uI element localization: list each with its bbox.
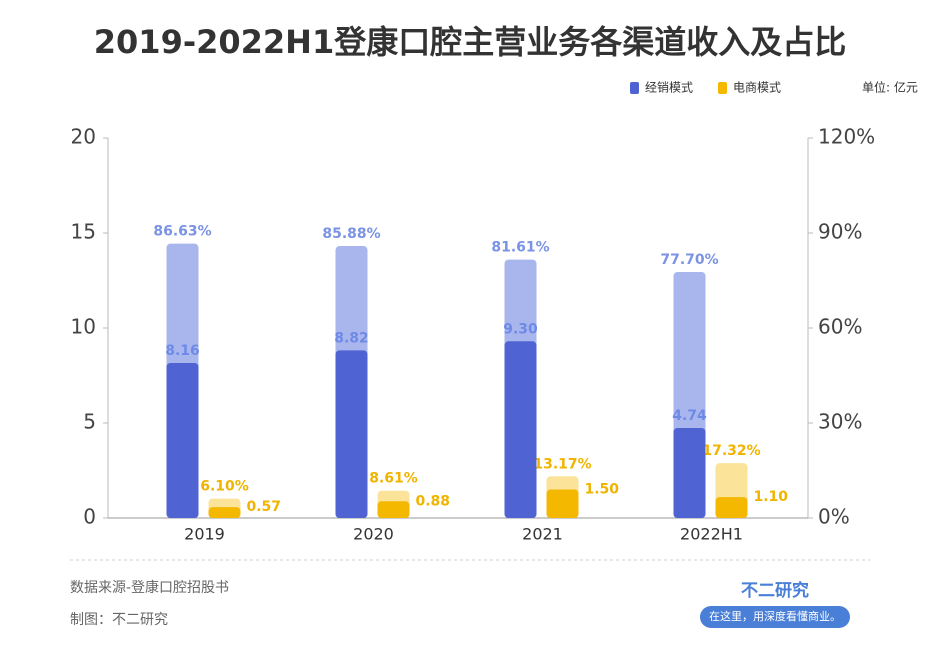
share-label: 77.70% [660,252,718,268]
value-label: 0.57 [247,499,282,515]
y-tick-label: 10 [71,315,96,339]
value-label: 1.50 [585,482,620,498]
legend-label: 经销模式 [645,81,693,95]
bar [546,489,579,518]
share-label: 13.17% [533,456,591,472]
y-tick-label: 20 [71,125,96,149]
value-label: 8.16 [165,343,200,359]
value-label: 9.30 [503,321,538,337]
value-label: 8.82 [334,330,369,346]
bar [335,350,368,518]
slogan: 在这里，用深度看懂商业。 [709,609,841,623]
legend-swatch [718,82,727,94]
slogan-pill [700,606,850,628]
unit: 单位: 亿元 [862,80,918,95]
share-label: 85.88% [322,226,380,242]
share-label: 86.63% [153,224,211,240]
y2-tick-label: 120% [818,125,875,149]
value-label: 1.10 [754,489,789,505]
y2-tick-label: 0% [818,505,850,529]
value-label: 0.88 [416,493,451,509]
bar [208,507,241,518]
credit: 制图：不二研究 [70,612,168,628]
chart-title: 2019-2022H1登康口腔主营业务各渠道收入及占比 [94,23,846,61]
bar [166,362,199,518]
y2-tick-label: 90% [818,220,862,244]
share-label: 6.10% [200,479,249,495]
bar [504,341,537,518]
y-tick-label: 5 [83,410,96,434]
x-tick-label: 2022H1 [680,525,743,544]
legend-swatch [630,82,639,94]
value-label: 4.74 [672,408,707,424]
y-tick-label: 0 [83,505,96,529]
y-tick-label: 15 [71,220,96,244]
x-tick-label: 2020 [353,525,394,544]
share-label: 8.61% [369,471,418,487]
y2-tick-label: 30% [818,410,862,434]
y2-tick-label: 60% [818,315,862,339]
x-tick-label: 2021 [522,525,563,544]
share-label: 17.32% [702,443,760,459]
share-label: 81.61% [491,240,549,256]
bar [377,501,410,518]
bar [673,427,706,518]
legend-label: 电商模式 [733,80,781,95]
bar [715,497,748,518]
source: 数据来源-登康口腔招股书 [70,579,229,596]
x-tick-label: 2019 [184,525,225,544]
brand: 不二研究 [741,580,809,601]
